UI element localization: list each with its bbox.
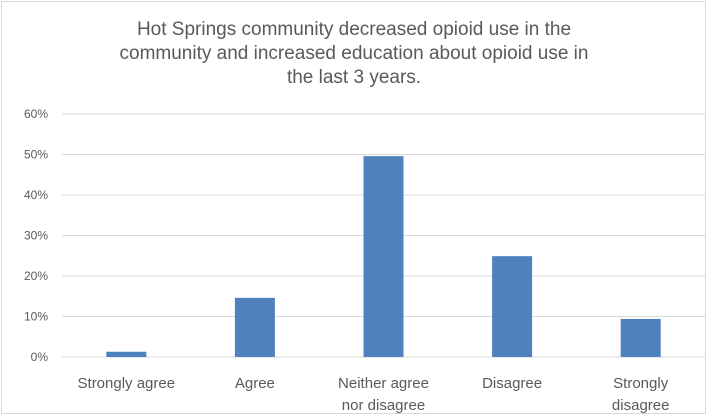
bar (106, 351, 147, 357)
category-label: Strongly agree (78, 375, 176, 392)
chart-title-line-2: community and increased education about … (119, 43, 589, 64)
y-tick-label: 30% (24, 229, 48, 243)
y-tick-label: 10% (24, 310, 48, 324)
y-tick-label: 50% (24, 148, 48, 162)
bar (492, 256, 533, 357)
category-label: Disagree (482, 375, 542, 392)
chart-title: Hot Springs community decreased opioid u… (0, 18, 708, 90)
category-label: Agree (235, 375, 275, 392)
category-label: Neither agree (338, 375, 429, 392)
category-label: disagree (612, 397, 670, 414)
chart-title-line-3: the last 3 years. (286, 67, 422, 88)
y-tick-label: 20% (24, 269, 48, 283)
bar (363, 156, 404, 357)
category-label: Strongly (613, 375, 669, 392)
bar (620, 318, 661, 357)
y-axis-tick-labels: 0% 10% 20% 30% 40% 50% 60% (24, 107, 48, 364)
y-tick-label: 40% (24, 188, 48, 202)
x-axis-category-labels: Strongly agree Agree Neither agree nor disa… (78, 375, 670, 414)
category-label: nor disagree (342, 397, 425, 414)
y-tick-label: 60% (24, 107, 48, 121)
y-tick-label: 0% (31, 350, 49, 364)
chart-title-line-1: Hot Springs community decreased opioid u… (136, 19, 572, 40)
bars (106, 156, 661, 357)
bar (234, 297, 275, 357)
